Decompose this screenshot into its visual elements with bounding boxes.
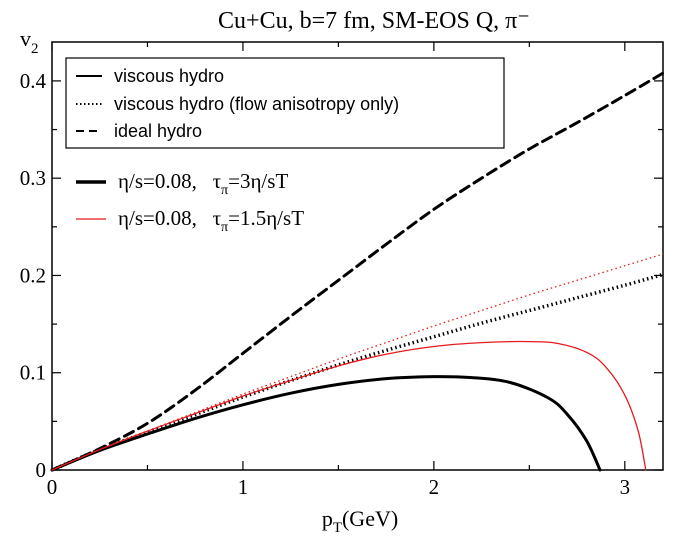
chart-title: Cu+Cu, b=7 fm, SM-EOS Q, π⁻ bbox=[218, 8, 530, 34]
x-tick-label: 2 bbox=[429, 475, 440, 499]
y-axis-label-sub: 2 bbox=[31, 41, 39, 57]
y-tick-label: 0.4 bbox=[20, 69, 47, 93]
plot-frame bbox=[51, 41, 664, 471]
y-tick-label: 0 bbox=[36, 458, 47, 482]
legend-label-viscous: viscous hydro bbox=[114, 66, 224, 86]
x-tick-label: 3 bbox=[620, 475, 631, 499]
series-line-2 bbox=[51, 253, 664, 471]
series-line-0 bbox=[50, 71, 665, 472]
parameter-legend: η/s=0.08, τπ=3η/sT η/s=0.08, τπ=1.5η/sT bbox=[76, 169, 304, 235]
param-label-1-5: η/s=0.08, τπ=1.5η/sT bbox=[118, 206, 304, 235]
legend-label-flow-anisotropy: viscous hydro (flow anisotropy only) bbox=[114, 94, 399, 114]
legend-label-ideal: ideal hydro bbox=[114, 121, 202, 141]
series-line-4 bbox=[51, 340, 647, 471]
x-tick-label: 1 bbox=[238, 475, 249, 499]
x-axis-label: pT(GeV) bbox=[322, 506, 398, 536]
y-tick-label: 0.1 bbox=[20, 361, 46, 385]
x-axis-label-sub: T bbox=[333, 520, 342, 536]
param-label-3: η/s=0.08, τπ=3η/sT bbox=[118, 169, 288, 198]
y-axis-label: v2 bbox=[20, 26, 39, 57]
y-tick-label: 0.2 bbox=[20, 263, 46, 287]
plot-area: 0 1 2 3 0 0.1 0.2 0.3 0.4 bbox=[20, 41, 665, 499]
legend-box bbox=[65, 57, 505, 149]
series-line-3 bbox=[50, 375, 602, 472]
x-tick-label: 0 bbox=[47, 475, 58, 499]
series-line-1 bbox=[51, 272, 664, 472]
legend: viscous hydro viscous hydro (flow anisot… bbox=[65, 57, 505, 149]
y-tick-label: 0.3 bbox=[20, 166, 46, 190]
